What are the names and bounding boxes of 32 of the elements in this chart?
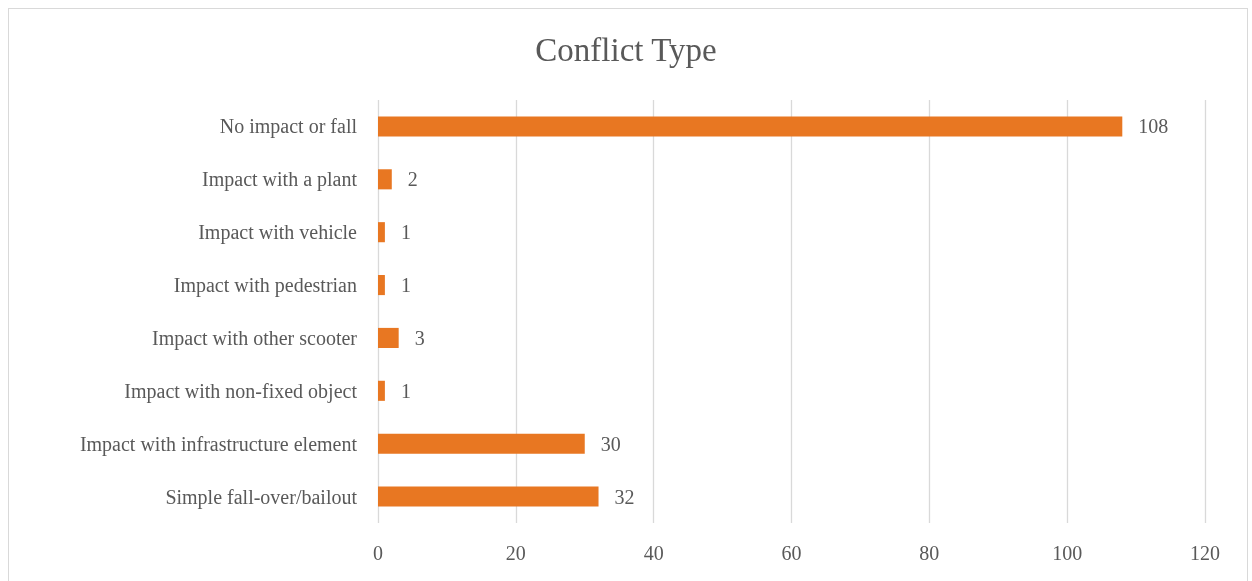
bar xyxy=(378,116,1123,137)
y-tick-label: Impact with pedestrian xyxy=(173,274,357,298)
data-label: 1 xyxy=(400,221,411,244)
x-tick-label: 40 xyxy=(643,542,664,564)
bar xyxy=(378,433,585,454)
x-tick-label: 120 xyxy=(1190,542,1220,564)
chart-title: Conflict Type xyxy=(535,31,717,68)
y-tick-label: Simple fall-over/bailout xyxy=(165,485,358,509)
bar xyxy=(378,486,599,507)
data-label: 30 xyxy=(600,432,621,455)
x-tick-label: 100 xyxy=(1052,542,1083,564)
y-tick-label: Impact with a plant xyxy=(202,168,358,192)
data-label: 1 xyxy=(400,379,411,402)
bar xyxy=(378,222,385,243)
y-tick-label: Impact with infrastructure element xyxy=(79,432,358,456)
x-tick-label: 80 xyxy=(919,542,940,564)
bar xyxy=(378,169,392,190)
x-tick-label: 20 xyxy=(505,542,526,564)
x-tick-label: 60 xyxy=(781,542,802,564)
y-tick-label: No impact or fall xyxy=(219,115,358,139)
x-tick-label: 0 xyxy=(373,542,383,564)
bar xyxy=(378,380,385,401)
y-tick-label: Impact with other scooter xyxy=(152,326,358,350)
bar xyxy=(378,327,399,348)
data-label: 1 xyxy=(400,274,411,297)
data-label: 32 xyxy=(614,485,635,508)
bar xyxy=(378,275,385,296)
y-tick-label: Impact with vehicle xyxy=(198,221,358,245)
data-label: 2 xyxy=(407,168,418,191)
data-label: 108 xyxy=(1138,115,1169,138)
y-tick-label: Impact with non-fixed object xyxy=(124,379,358,403)
data-label: 3 xyxy=(414,326,425,349)
